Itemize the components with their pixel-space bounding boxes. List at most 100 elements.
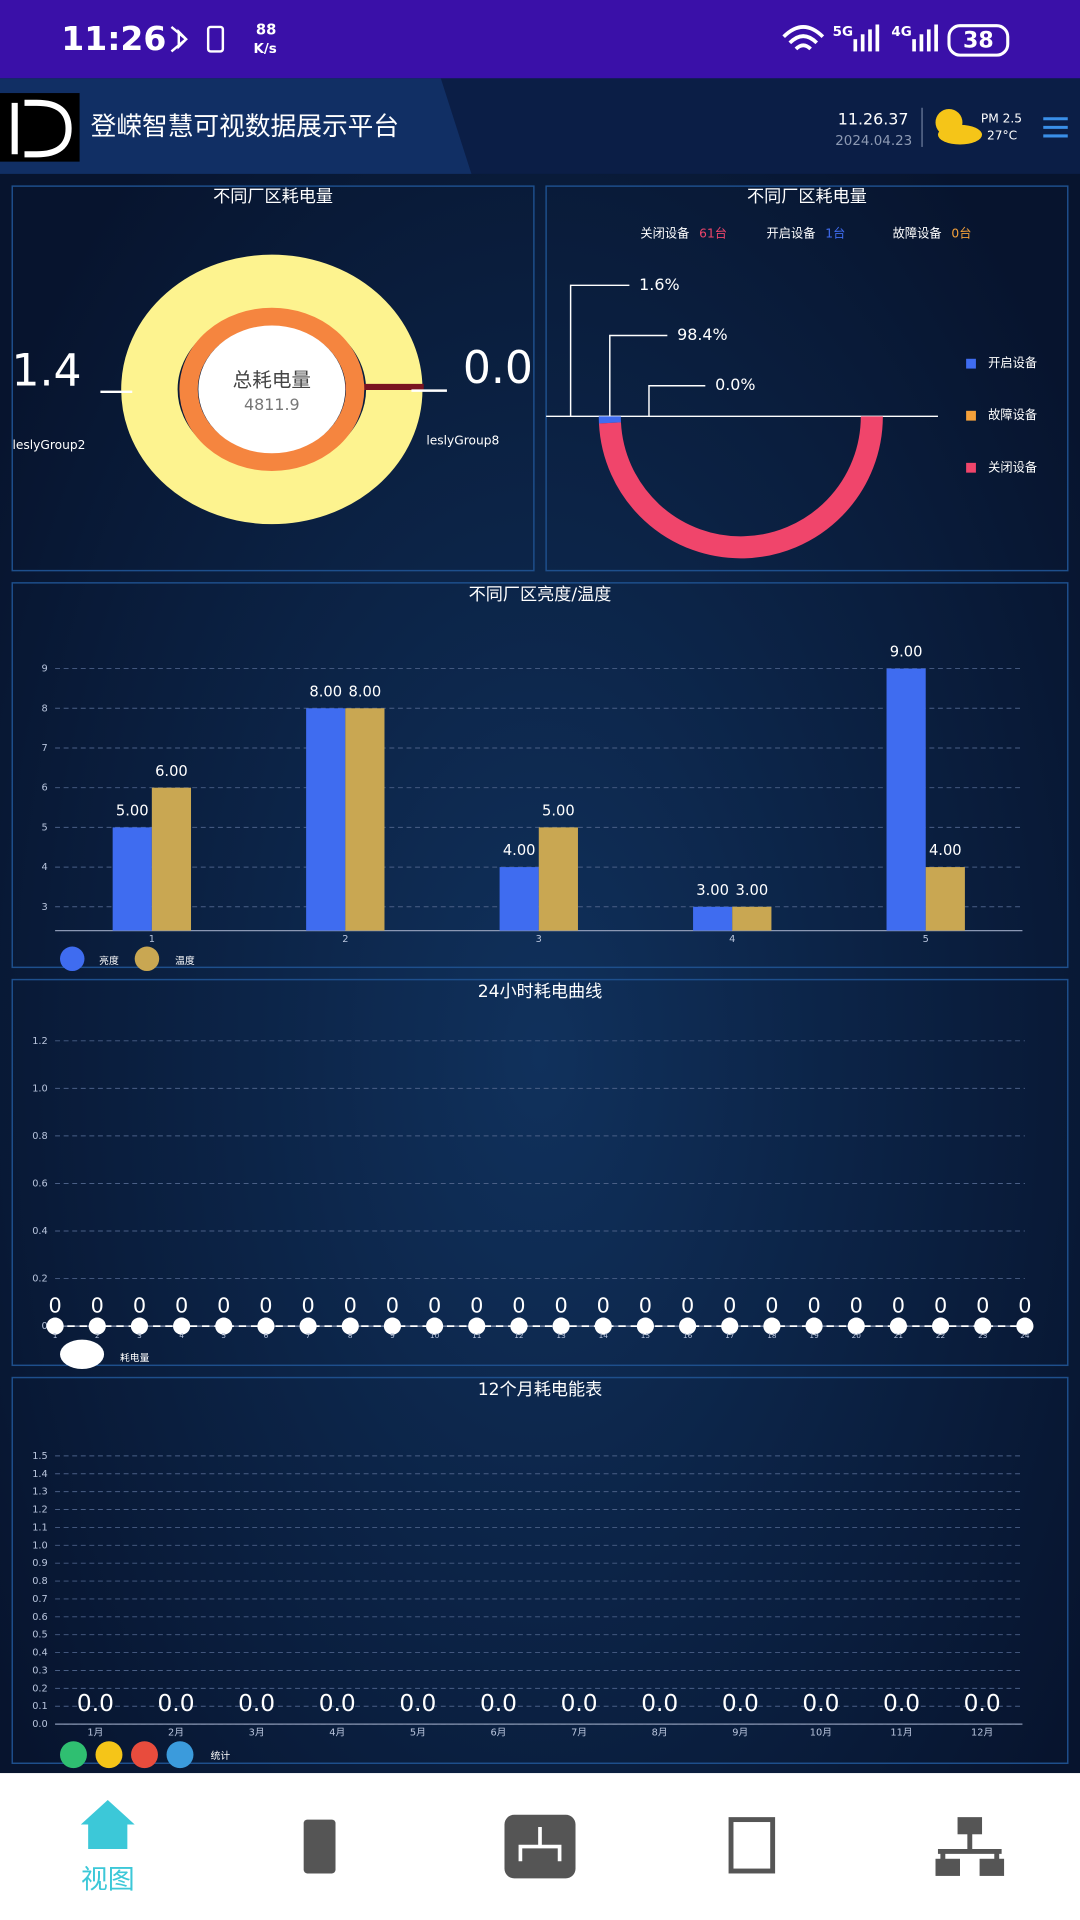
menu-button[interactable] xyxy=(1043,117,1068,138)
legend-swatch xyxy=(966,462,976,473)
data-label: 0.0% xyxy=(715,375,755,394)
summary-count: 1台 xyxy=(825,225,845,240)
y-tick-label: 0.3 xyxy=(32,1665,48,1676)
battery-level: 38 xyxy=(963,29,994,54)
panel-frame xyxy=(11,978,1069,1367)
data-label: 0 xyxy=(301,1294,314,1318)
bar xyxy=(112,827,152,931)
data-label: 0 xyxy=(175,1294,188,1318)
point xyxy=(130,1317,149,1335)
bar xyxy=(306,708,346,931)
summary-count: 0台 xyxy=(951,225,971,240)
x-tick-label: 5 xyxy=(923,934,929,945)
leader-line xyxy=(648,384,706,417)
data-label: 0.0 xyxy=(561,1690,598,1717)
legend-label: 故障设备 xyxy=(988,407,1037,422)
logo-mark xyxy=(11,99,72,158)
header-time: 11.26.37 xyxy=(838,110,909,129)
point xyxy=(847,1317,865,1335)
data-label: 0.0 xyxy=(399,1690,436,1717)
y-tick-label: 1.2 xyxy=(32,1505,48,1516)
signal xyxy=(853,39,858,52)
bar xyxy=(538,827,578,931)
y-tick-label: 0.7 xyxy=(32,1594,48,1605)
x-tick-label: 2 xyxy=(342,934,348,945)
x-tick-label: 1 xyxy=(53,1331,58,1340)
summary-name: 开启设备 xyxy=(767,226,816,240)
vibrate-icon xyxy=(206,25,225,53)
category-label: leslyGroup8 xyxy=(426,433,499,447)
data-label: 0 xyxy=(807,1294,820,1318)
point xyxy=(974,1317,992,1335)
y-tick-label: 1.1 xyxy=(32,1522,48,1533)
data-label: 0.0 xyxy=(158,1690,195,1717)
point xyxy=(805,1317,823,1335)
y-tick-label: 8 xyxy=(42,703,48,714)
legend-swatch xyxy=(134,946,160,972)
summary-name: 故障设备 xyxy=(893,225,942,240)
temperature: 27°C xyxy=(987,128,1017,142)
x-tick-label: 10月 xyxy=(810,1727,832,1739)
x-tick-label: 19 xyxy=(809,1331,819,1340)
summary-name: 关闭设备 xyxy=(640,226,689,240)
legend-swatch xyxy=(166,1741,194,1769)
panel-frame xyxy=(11,185,535,572)
y-tick-label: 1.0 xyxy=(32,1083,48,1094)
data-label: 0.0 xyxy=(77,1690,114,1717)
app-title: 登嵘智慧可视数据展示平台 xyxy=(91,112,399,142)
data-label: 4.00 xyxy=(503,842,536,859)
x-tick-label: 3月 xyxy=(249,1727,265,1739)
nav-home-icon[interactable] xyxy=(80,1800,135,1849)
y-tick-label: 0.8 xyxy=(32,1576,48,1587)
data-label: 3.00 xyxy=(735,882,768,899)
weather-cloud xyxy=(937,124,983,145)
point xyxy=(215,1317,233,1335)
nav-remote-icon[interactable] xyxy=(303,1819,336,1874)
panel-title: 12个月耗电能表 xyxy=(478,1380,603,1400)
y-tick-label: 1.5 xyxy=(32,1451,48,1462)
y-tick-label: 0.8 xyxy=(32,1131,48,1142)
legend-label: 开启设备 xyxy=(988,356,1037,370)
x-tick-label: 14 xyxy=(599,1331,609,1340)
point xyxy=(552,1317,570,1335)
nav-power-icon[interactable] xyxy=(728,1817,776,1874)
point xyxy=(636,1317,654,1335)
data-label: 0 xyxy=(1018,1294,1031,1318)
nav-home-label[interactable]: 视图 xyxy=(81,1864,135,1895)
data-label: 0 xyxy=(976,1294,989,1318)
x-tick-label: 10 xyxy=(430,1331,440,1340)
data-label: 0 xyxy=(217,1294,230,1318)
x-tick-label: 4月 xyxy=(329,1727,345,1739)
point xyxy=(468,1317,486,1335)
data-label: 0 xyxy=(91,1294,104,1318)
legend-swatch xyxy=(95,1741,123,1769)
signal xyxy=(934,24,938,52)
data-label: 0.0 xyxy=(883,1690,920,1717)
x-tick-label: 4 xyxy=(179,1331,184,1340)
data-label: 0 xyxy=(934,1294,947,1318)
y-tick-label: 0.0 xyxy=(32,1719,48,1730)
data-label: 0 xyxy=(850,1294,863,1318)
point xyxy=(763,1317,781,1335)
y-tick-label: 0.6 xyxy=(32,1612,48,1623)
nav-network-icon[interactable] xyxy=(937,1829,1002,1864)
net-speed: 88 xyxy=(256,22,276,39)
bar xyxy=(886,668,926,931)
y-tick-label: 1.2 xyxy=(32,1036,48,1047)
legend-label: 温度 xyxy=(175,954,195,967)
inner-ring xyxy=(179,307,365,472)
y-tick-label: 0.1 xyxy=(32,1701,48,1712)
panel-title: 不同厂区耗电量 xyxy=(213,187,333,207)
net-unit: K/s xyxy=(253,42,276,57)
signal xyxy=(868,29,872,52)
data-label: 0 xyxy=(428,1294,441,1318)
y-tick-label: 0 xyxy=(42,1321,48,1332)
data-label: 1.4 xyxy=(11,345,81,396)
data-label: 3.00 xyxy=(696,882,729,899)
point xyxy=(889,1317,907,1335)
x-tick-label: 15 xyxy=(641,1331,651,1340)
category-label: leslyGroup2 xyxy=(12,438,85,452)
point xyxy=(510,1317,528,1335)
data-label: 0.0 xyxy=(802,1690,839,1717)
x-tick-label: 12 xyxy=(514,1331,523,1340)
